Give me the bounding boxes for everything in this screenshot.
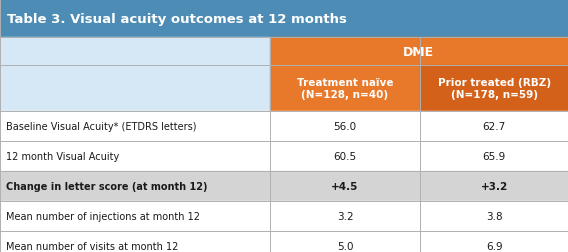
Text: 65.9: 65.9 [483, 151, 506, 161]
Text: DME: DME [403, 45, 435, 58]
Text: 3.8: 3.8 [486, 211, 503, 221]
Text: 60.5: 60.5 [333, 151, 357, 161]
Bar [0, 0, 568, 38]
Text: Mean number of injections at month 12: Mean number of injections at month 12 [6, 211, 200, 221]
Text: 3.2: 3.2 [337, 211, 353, 221]
Bar [0, 141, 568, 171]
Text: 62.7: 62.7 [483, 121, 506, 132]
Bar [0, 112, 568, 141]
Text: Change in letter score (at month 12): Change in letter score (at month 12) [6, 181, 207, 191]
Bar [0, 201, 568, 231]
Text: Treatment naïve
(N=128, n=40): Treatment naïve (N=128, n=40) [297, 77, 393, 100]
Bar [0, 66, 270, 112]
Bar [270, 66, 420, 112]
Text: Prior treated (RBZ)
(N=178, n=59): Prior treated (RBZ) (N=178, n=59) [437, 77, 551, 100]
Bar [0, 38, 270, 66]
Text: Mean number of visits at month 12: Mean number of visits at month 12 [6, 241, 178, 251]
Text: Table 3. Visual acuity outcomes at 12 months: Table 3. Visual acuity outcomes at 12 mo… [7, 12, 346, 25]
Text: 6.9: 6.9 [486, 241, 503, 251]
Bar [0, 171, 568, 201]
Bar [270, 38, 568, 66]
Bar [420, 66, 568, 112]
Text: Baseline Visual Acuity* (ETDRS letters): Baseline Visual Acuity* (ETDRS letters) [6, 121, 196, 132]
Text: +4.5: +4.5 [331, 181, 359, 191]
Text: 56.0: 56.0 [333, 121, 357, 132]
Text: 5.0: 5.0 [337, 241, 353, 251]
Bar [0, 231, 568, 252]
Text: 12 month Visual Acuity: 12 month Visual Acuity [6, 151, 119, 161]
Text: +3.2: +3.2 [481, 181, 508, 191]
